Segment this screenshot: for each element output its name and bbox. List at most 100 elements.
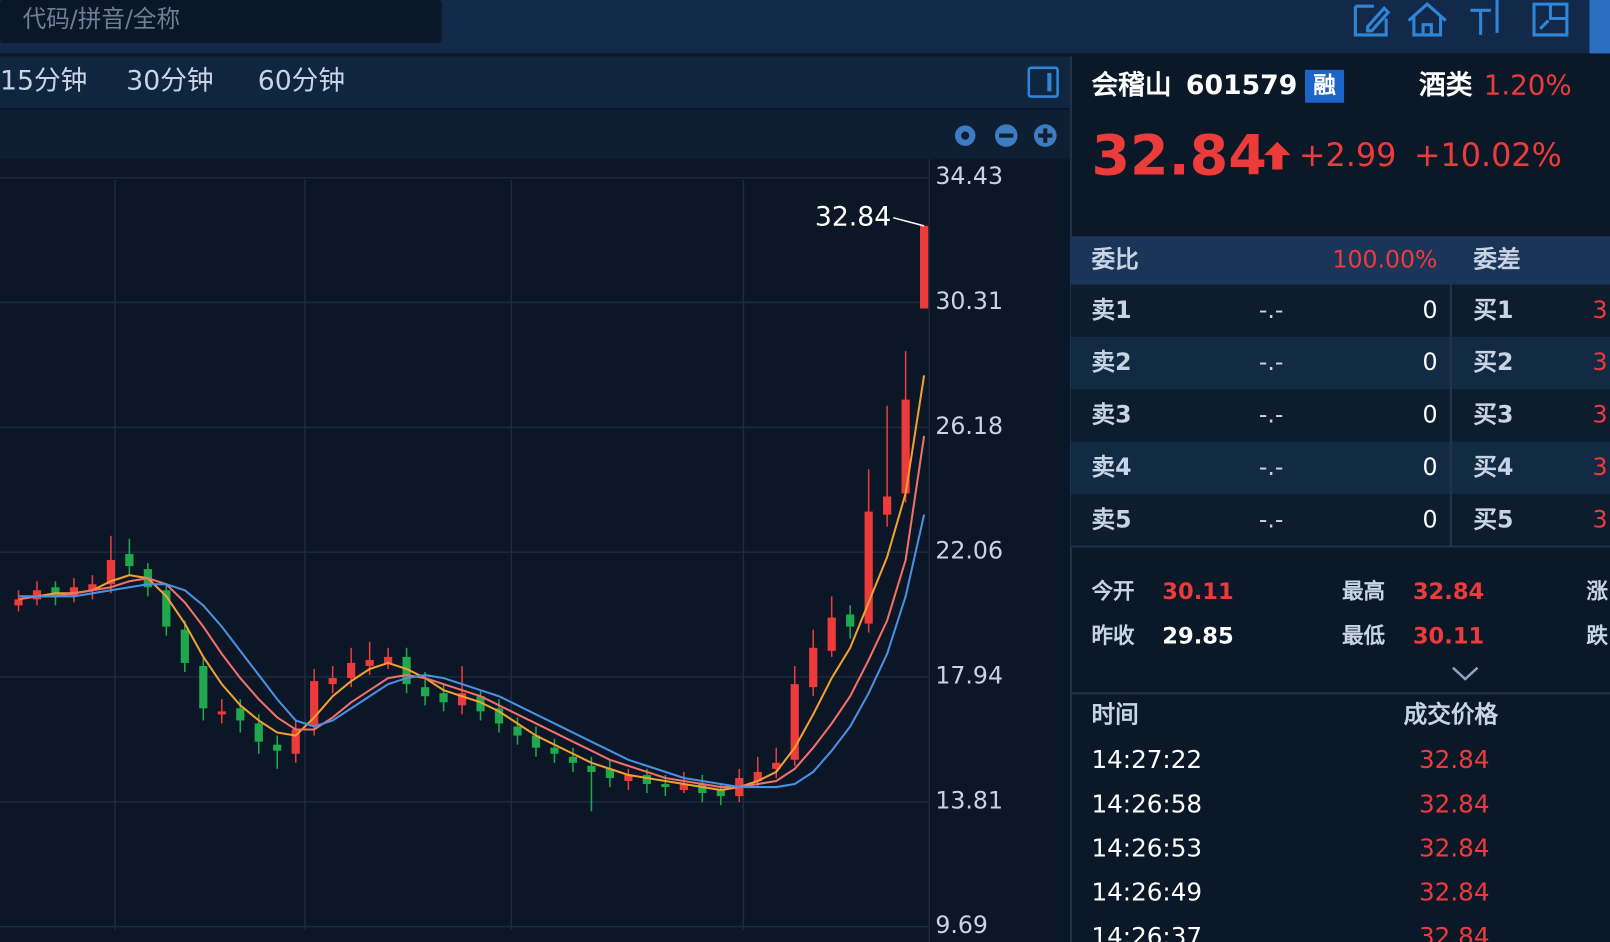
candle-body [772,762,781,769]
stat-value: 29.85 [1162,623,1233,649]
candle-body [273,744,282,751]
candle-body [291,729,300,754]
y-tick-label: 9.69 [935,911,988,939]
candle-body [679,784,688,791]
candle-body [88,584,97,591]
ask-price: -.- [1259,296,1284,324]
candle-body [550,747,559,754]
edit-icon[interactable] [1353,4,1391,37]
trade-time: 14:26:53 [1091,834,1202,863]
font-icon[interactable] [1470,0,1499,35]
bid-price: 3 [1593,453,1608,481]
candle-body [698,784,707,794]
moving-average-line [18,375,926,792]
bid-price: 3 [1593,505,1608,533]
bid-price: 3 [1593,401,1608,429]
candle-body [439,693,448,703]
up-arrow [1263,141,1291,170]
stat-value: 30.11 [1162,579,1233,605]
trades-header-time: 时间 [1091,700,1138,728]
trade-price: 32.84 [1419,789,1489,818]
ask-price: -.- [1259,348,1284,376]
candle-body [254,723,263,742]
candle-body [513,726,522,736]
trades-header-price: 成交价格 [1404,700,1499,728]
candle-body [384,656,393,663]
candle-body [310,681,319,727]
bid-label: 买1 [1473,296,1513,324]
candle-body [587,765,596,772]
last-price-leader [893,217,925,227]
ask-volume: 0 [1422,505,1437,533]
trade-price: 32.84 [1419,834,1489,863]
candle-body [328,678,337,685]
ask-price: -.- [1259,505,1284,533]
ask-label: 卖2 [1091,348,1131,376]
stock-code: 601579 [1186,70,1297,101]
candle-body [901,399,910,494]
candle-body [365,659,374,666]
search-placeholder: 代码/拼音/全称 [23,5,181,33]
candle-body [716,790,725,797]
candle-body [14,599,23,606]
candle-body [790,684,799,760]
chart-controls [954,124,1057,147]
ask-label: 卖3 [1091,401,1131,429]
price-chart: 32.84 [0,176,930,928]
candle-body [827,617,836,651]
candle-body [402,656,411,685]
candle-body [457,693,467,706]
candle-body [236,708,245,721]
plus-sign [1043,128,1048,143]
y-tick-label: 26.18 [935,412,1003,440]
period-tab[interactable]: 30分钟 [126,66,213,97]
y-tick-label: 17.94 [935,661,1003,689]
side-tab[interactable] [1589,0,1610,54]
bid-label: 买2 [1473,348,1513,376]
period-bar [0,56,1071,108]
last-price: 32.84 [1091,124,1266,188]
order-row [1070,494,1610,547]
candle-body [753,771,762,781]
panel-toggle[interactable] [1027,66,1059,98]
diff-label: 委差 [1472,245,1520,273]
ask-price: -.- [1259,401,1284,429]
candle-body [180,629,189,663]
ask-label: 卖5 [1091,505,1131,533]
trade-time: 14:26:49 [1091,878,1202,907]
search-box[interactable] [0,0,442,44]
bid-label: 买5 [1473,505,1513,533]
candle-body [809,647,818,688]
stat-label: 涨 [1586,580,1608,605]
bid-price: 3 [1593,348,1608,376]
stat-value: 32.84 [1413,579,1484,605]
home-icon[interactable] [1407,2,1447,37]
candle-body [642,774,651,785]
y-tick-label: 34.43 [935,162,1003,190]
ask-volume: 0 [1422,348,1437,376]
trade-price: 32.84 [1419,878,1489,907]
ask-price: -.- [1259,453,1284,481]
stat-label: 最高 [1342,579,1385,605]
candle-body [106,560,115,585]
period-tab[interactable]: 60分钟 [258,66,345,97]
expand-chevron[interactable] [1452,666,1479,681]
sector-change: 1.20% [1484,68,1572,101]
y-tick-label: 30.31 [935,287,1003,315]
period-tab[interactable]: 15分钟 [0,66,87,97]
ask-label: 卖1 [1091,296,1131,324]
last-price-label: 32.84 [815,201,891,232]
layout-icon[interactable] [1532,2,1569,37]
bid-label: 买3 [1473,401,1513,429]
trade-time: 14:26:37 [1091,922,1202,942]
order-row [1070,284,1610,337]
candle-body [568,756,578,763]
trade-time: 14:27:22 [1091,745,1202,774]
toolbar-icons [1353,0,1569,37]
y-tick-label: 13.81 [935,786,1003,814]
price-change-pct: +10.02% [1414,136,1562,174]
order-book: 卖1 -.- 0 买1 3 卖2 -.- 0 买2 3 卖3 -.- 0 买3 3 卖4 -.- 0 买4 3 卖5 -.… [1070,284,1610,547]
candle-body [605,768,615,778]
